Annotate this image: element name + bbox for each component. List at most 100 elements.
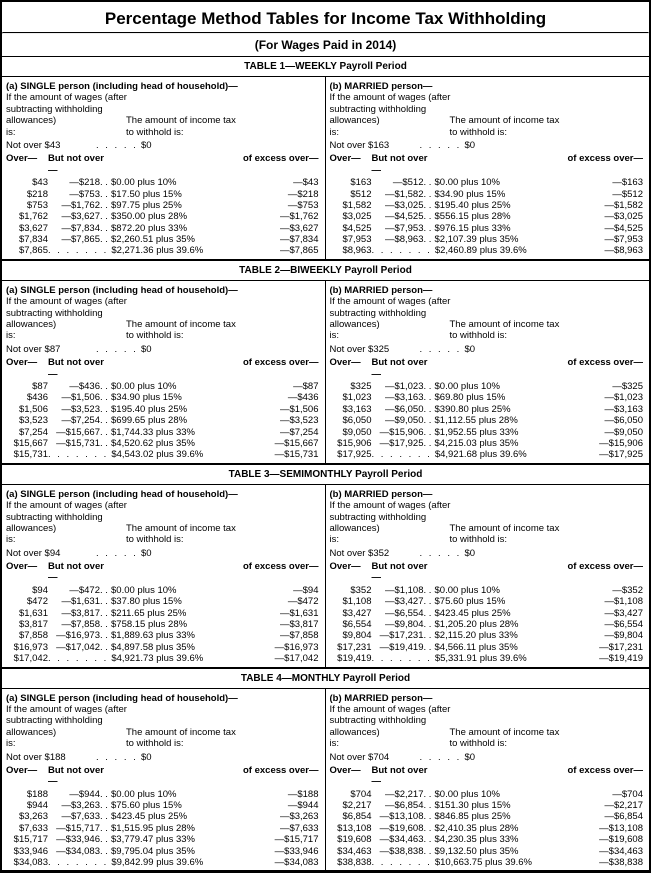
subtracting-line: subtracting withholding bbox=[330, 104, 646, 115]
excess-over-val: —$15,717 bbox=[221, 834, 321, 845]
bracket-row-last: $7,865 . . . . . . .$2,271.36 plus 39.6%… bbox=[6, 245, 321, 256]
not-over-val: —$7,834 bbox=[48, 223, 100, 234]
tax-formula: $10,663.75 plus 39.6% bbox=[432, 857, 545, 868]
dots: . . . . . . . bbox=[372, 857, 432, 868]
single-panel: (a) SINGLE person (including head of hou… bbox=[2, 485, 326, 667]
excess-over-val: —$15,731 bbox=[221, 449, 320, 460]
dots: . . bbox=[100, 404, 108, 415]
over-val: $7,865 bbox=[6, 245, 48, 256]
dots: . . bbox=[100, 234, 108, 245]
not-over-label: Not over $43 bbox=[6, 140, 96, 151]
excess-over-val: —$352 bbox=[545, 585, 646, 596]
over-val: $34,463 bbox=[330, 846, 372, 857]
excess-over-val: —$4,525 bbox=[545, 223, 646, 234]
dots: . . bbox=[100, 619, 108, 630]
zero-val: $0 bbox=[465, 548, 646, 559]
bracket-row: $6,050—$9,050 . .$1,112.55 plus 28%—$6,0… bbox=[330, 415, 646, 426]
excess-over-val: —$38,838 bbox=[545, 857, 645, 868]
excess-over-val: —$15,906 bbox=[545, 438, 646, 449]
excess-over-val: —$188 bbox=[221, 789, 321, 800]
tax-formula: $1,889.63 plus 33% bbox=[108, 630, 221, 641]
allowances-line: allowances) bbox=[6, 523, 126, 534]
dots: . . bbox=[424, 438, 432, 449]
over-val: $352 bbox=[330, 585, 372, 596]
tax-formula: $976.15 plus 33% bbox=[432, 223, 545, 234]
tax-formula: $1,515.95 plus 28% bbox=[108, 823, 221, 834]
excess-hdr: of excess over— bbox=[108, 357, 319, 380]
bracket-row: $87—$436 . .$0.00 plus 10%—$87 bbox=[6, 381, 321, 392]
but-not-over-hdr: But not over— bbox=[372, 561, 432, 584]
not-over-val: —$1,108 bbox=[372, 585, 424, 596]
not-over-val: —$9,804 bbox=[372, 619, 424, 630]
over-val: $163 bbox=[330, 177, 372, 188]
not-over-val: —$34,463 bbox=[372, 834, 424, 845]
over-val: $9,804 bbox=[330, 630, 372, 641]
dots: . . bbox=[100, 415, 108, 426]
over-hdr: Over— bbox=[330, 153, 372, 176]
tax-formula: $211.65 plus 25% bbox=[108, 608, 221, 619]
tax-line-2: to withhold is: bbox=[126, 330, 184, 341]
tax-line-1: The amount of income tax bbox=[450, 115, 560, 126]
single-heading: (a) SINGLE person (including head of hou… bbox=[6, 489, 238, 500]
excess-over-val: —$325 bbox=[545, 381, 646, 392]
dots: . . bbox=[424, 381, 432, 392]
bracket-row-last: $38,838 . . . . . . .$10,663.75 plus 39.… bbox=[330, 857, 646, 868]
married-panel: (b) MARRIED person—If the amount of wage… bbox=[326, 485, 650, 667]
over-val: $17,231 bbox=[330, 642, 372, 653]
not-over-val: —$16,973 bbox=[48, 630, 100, 641]
bracket-row: $16,973—$17,042 . .$4,897.58 plus 35%—$1… bbox=[6, 642, 321, 653]
dots: . . bbox=[100, 200, 108, 211]
dots: . . . . . . . bbox=[48, 449, 108, 460]
over-val: $16,973 bbox=[6, 642, 48, 653]
dots: . . bbox=[424, 789, 432, 800]
over-val: $7,858 bbox=[6, 630, 48, 641]
excess-over-val: —$43 bbox=[221, 177, 321, 188]
but-not-over-hdr: But not over— bbox=[48, 153, 108, 176]
dots: . . bbox=[100, 381, 108, 392]
tax-formula: $0.00 plus 10% bbox=[432, 789, 545, 800]
excess-over-val: —$7,865 bbox=[221, 245, 320, 256]
over-val: $15,906 bbox=[330, 438, 372, 449]
not-over-label: Not over $704 bbox=[330, 752, 420, 763]
tax-line-1: The amount of income tax bbox=[126, 319, 236, 330]
over-val: $7,834 bbox=[6, 234, 48, 245]
over-val: $704 bbox=[330, 789, 372, 800]
over-val: $1,631 bbox=[6, 608, 48, 619]
dots: . . bbox=[424, 404, 432, 415]
over-val: $3,025 bbox=[330, 211, 372, 222]
married-panel: (b) MARRIED person—If the amount of wage… bbox=[326, 689, 650, 871]
not-over-val: —$2,217 bbox=[372, 789, 424, 800]
tax-formula: $4,921.68 plus 39.6% bbox=[432, 449, 545, 460]
bracket-row: $3,817—$7,858 . .$758.15 plus 28%—$3,817 bbox=[6, 619, 321, 630]
not-over-val: —$1,582 bbox=[372, 189, 424, 200]
over-val: $325 bbox=[330, 381, 372, 392]
over-hdr: Over— bbox=[330, 561, 372, 584]
dots: . . bbox=[424, 811, 432, 822]
tax-formula: $5,331.91 plus 39.6% bbox=[432, 653, 545, 664]
but-not-over-hdr: But not over— bbox=[372, 765, 432, 788]
allowances-line: allowances) bbox=[330, 319, 450, 330]
over-val: $1,023 bbox=[330, 392, 372, 403]
over-val: $3,427 bbox=[330, 608, 372, 619]
dots: . . . . . . . bbox=[372, 245, 432, 256]
tax-formula: $0.00 plus 10% bbox=[108, 585, 221, 596]
tax-formula: $3,779.47 plus 33% bbox=[108, 834, 221, 845]
bracket-row: $43—$218 . .$0.00 plus 10%—$43 bbox=[6, 177, 321, 188]
page-title: Percentage Method Tables for Income Tax … bbox=[2, 2, 649, 32]
over-val: $1,762 bbox=[6, 211, 48, 222]
dots: . . bbox=[100, 211, 108, 222]
tax-formula: $0.00 plus 10% bbox=[432, 381, 545, 392]
tax-line-1: The amount of income tax bbox=[126, 727, 236, 738]
is-line: is: bbox=[6, 534, 126, 545]
over-hdr: Over— bbox=[6, 357, 48, 380]
but-not-over-hdr: But not over— bbox=[48, 561, 108, 584]
over-val: $6,554 bbox=[330, 619, 372, 630]
bracket-row: $944—$3,263 . .$75.60 plus 15%—$944 bbox=[6, 800, 321, 811]
dots: . . bbox=[100, 177, 108, 188]
bracket-row-last: $8,963 . . . . . . .$2,460.89 plus 39.6%… bbox=[330, 245, 646, 256]
not-over-val: —$9,050 bbox=[372, 415, 424, 426]
over-val: $512 bbox=[330, 189, 372, 200]
tax-formula: $34.90 plus 15% bbox=[108, 392, 221, 403]
excess-over-val: —$6,554 bbox=[545, 619, 646, 630]
excess-over-val: —$3,817 bbox=[221, 619, 321, 630]
